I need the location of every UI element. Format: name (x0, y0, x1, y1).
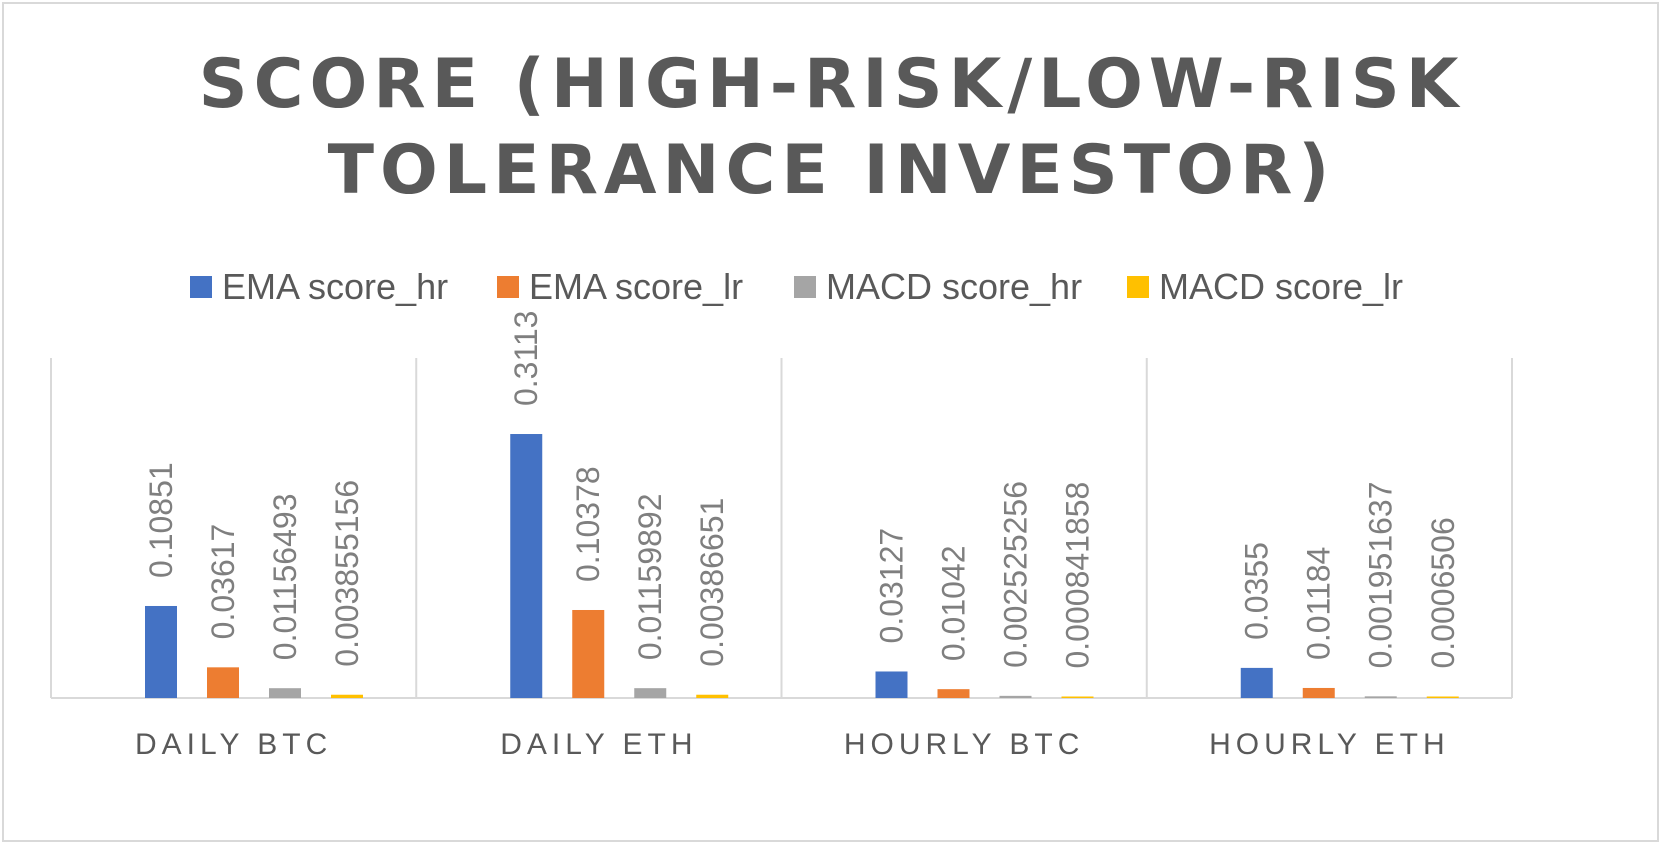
category-label-hourly-btc: HOURLY BTC (844, 728, 1085, 761)
bar-ema-score-lr-hourly-eth (1302, 687, 1335, 698)
chart-title-line-1: SCORE (HIGH-RISK/LOW-RISK (198, 45, 1465, 124)
category-label-daily-eth: DAILY ETH (500, 728, 697, 761)
data-label-macd-score-lr-daily-eth: 0.00386651 (694, 498, 730, 667)
bar-macd-score-hr-daily-eth (634, 688, 667, 698)
data-label-macd-score-lr-daily-btc: 0.003855156 (329, 480, 365, 667)
legend-swatch-ema-score-lr (497, 276, 519, 298)
data-label-ema-score-lr-daily-eth: 0.10378 (570, 466, 606, 582)
bar-macd-score-hr-daily-btc (269, 688, 301, 698)
data-label-macd-score-hr-daily-btc: 0.01156493 (267, 494, 303, 661)
bar-ema-score-lr-daily-eth (572, 609, 605, 698)
chart-legend: EMA score_hr EMA score_lr MACD score_hr … (0, 262, 1663, 312)
bar-ema-score-hr-daily-eth (510, 434, 543, 698)
data-label-ema-score-lr-hourly-btc: 0.01042 (936, 545, 972, 661)
bar-ema-score-lr-daily-btc (207, 667, 239, 698)
bar-ema-score-hr-hourly-btc (875, 671, 908, 698)
data-label-macd-score-hr-hourly-btc: 0.002525256 (998, 481, 1034, 668)
bar-ema-score-hr-hourly-eth (1240, 667, 1273, 698)
chart-title: SCORE (HIGH-RISK/LOW-RISK TOLERANCE INVE… (0, 42, 1663, 214)
bar-macd-score-lr-daily-btc (331, 694, 363, 698)
bar-macd-score-lr-hourly-btc (1061, 696, 1094, 698)
chart-title-line-2: TOLERANCE INVESTOR) (327, 131, 1336, 210)
legend-label-ema-score-lr: EMA score_lr (529, 266, 744, 307)
legend-item-macd-score-hr: MACD score_hr (794, 262, 1082, 312)
bar-macd-score-lr-daily-eth (696, 694, 729, 698)
bar-ema-score-hr-daily-btc (145, 605, 177, 698)
data-label-ema-score-hr-daily-btc: 0.10851 (143, 462, 179, 578)
legend-item-macd-score-lr: MACD score_lr (1127, 262, 1403, 312)
category-label-hourly-eth: HOURLY ETH (1209, 728, 1450, 761)
bar-macd-score-hr-hourly-btc (999, 695, 1032, 698)
data-label-macd-score-hr-daily-eth: 0.01159892 (632, 493, 668, 660)
legend-swatch-macd-score-lr (1127, 276, 1149, 298)
data-label-macd-score-lr-hourly-eth: 0.0006506 (1425, 517, 1461, 668)
legend-label-ema-score-hr: EMA score_hr (222, 266, 449, 307)
legend-label-macd-score-hr: MACD score_hr (826, 266, 1083, 307)
bar-ema-score-lr-hourly-btc (937, 689, 970, 698)
legend-swatch-ema-score-hr (190, 276, 212, 298)
data-label-macd-score-lr-hourly-btc: 0.000841858 (1060, 482, 1096, 669)
category-label-daily-btc: DAILY BTC (135, 728, 332, 761)
data-label-macd-score-hr-hourly-eth: 0.001951637 (1363, 481, 1399, 668)
data-label-ema-score-hr-daily-eth: 0.3113 (508, 311, 544, 407)
legend-item-ema-score-lr: EMA score_lr (497, 262, 743, 312)
data-label-ema-score-lr-daily-btc: 0.03617 (205, 524, 241, 640)
data-label-ema-score-hr-hourly-eth: 0.0355 (1239, 542, 1275, 640)
data-label-ema-score-lr-hourly-eth: 0.01184 (1301, 547, 1337, 660)
data-label-ema-score-hr-hourly-btc: 0.03127 (874, 528, 910, 644)
legend-swatch-macd-score-hr (794, 276, 816, 298)
legend-item-ema-score-hr: EMA score_hr (190, 262, 448, 312)
bar-macd-score-hr-hourly-eth (1364, 696, 1397, 698)
legend-label-macd-score-lr: MACD score_lr (1159, 266, 1404, 307)
bar-macd-score-lr-hourly-eth (1426, 696, 1459, 698)
